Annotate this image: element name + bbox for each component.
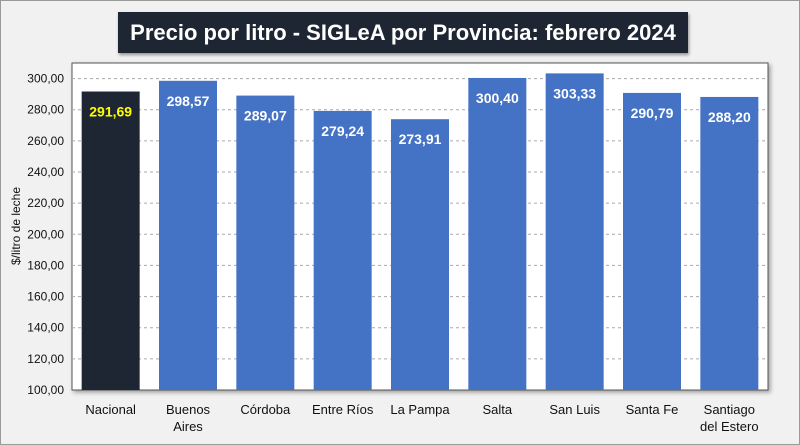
chart-title: Precio por litro - SIGLeA por Provincia:… (118, 12, 688, 53)
bar (236, 95, 295, 390)
y-axis-label: $/litro de leche (9, 187, 23, 265)
data-label: 300,40 (476, 90, 519, 106)
x-tick-label: del Estero (700, 419, 759, 434)
data-label: 290,79 (631, 105, 674, 121)
bar (391, 119, 449, 390)
bar (159, 80, 217, 390)
bar (468, 77, 527, 390)
y-tick-label: 260,00 (27, 134, 64, 148)
x-tick-label: Córdoba (240, 402, 291, 417)
x-tick-label: Entre Ríos (312, 402, 374, 417)
y-tick-label: 140,00 (27, 321, 64, 335)
x-tick-label: San Luis (549, 402, 600, 417)
data-label: 273,91 (399, 131, 442, 147)
bar (313, 110, 372, 391)
y-tick-label: 100,00 (27, 383, 64, 397)
x-tick-label: Salta (483, 402, 513, 417)
bar (545, 73, 604, 391)
data-label: 288,20 (708, 109, 751, 125)
x-tick-label: Buenos (166, 402, 211, 417)
data-label: 279,24 (321, 123, 364, 139)
bar (623, 92, 681, 390)
y-tick-label: 300,00 (27, 72, 64, 86)
y-tick-label: 220,00 (27, 196, 64, 210)
y-tick-label: 240,00 (27, 165, 64, 179)
data-label: 291,69 (89, 104, 132, 120)
data-label: 303,33 (553, 85, 596, 101)
x-tick-label: Aires (173, 419, 203, 434)
x-tick-label: Santa Fe (626, 402, 679, 417)
x-tick-label: La Pampa (390, 402, 450, 417)
y-tick-label: 180,00 (27, 258, 64, 272)
data-label: 289,07 (244, 108, 287, 124)
bar (81, 91, 140, 390)
x-tick-label: Santiago (704, 402, 755, 417)
y-tick-label: 280,00 (27, 103, 64, 117)
y-tick-label: 160,00 (27, 290, 64, 304)
y-tick-label: 120,00 (27, 352, 64, 366)
data-label: 298,57 (167, 93, 210, 109)
y-tick-label: 200,00 (27, 227, 64, 241)
x-tick-label: Nacional (85, 402, 136, 417)
bar (700, 96, 759, 391)
